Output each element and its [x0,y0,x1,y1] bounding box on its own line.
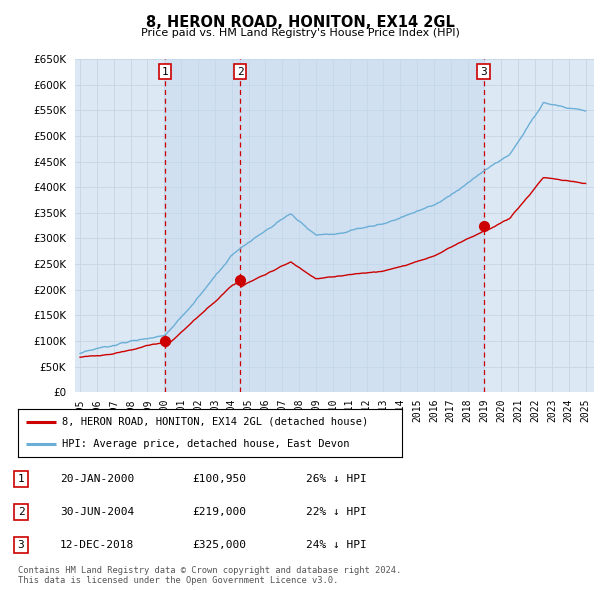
Text: 3: 3 [480,67,487,77]
Text: 30-JUN-2004: 30-JUN-2004 [60,507,134,517]
Text: HPI: Average price, detached house, East Devon: HPI: Average price, detached house, East… [62,439,350,449]
Text: 8, HERON ROAD, HONITON, EX14 2GL: 8, HERON ROAD, HONITON, EX14 2GL [146,15,454,30]
Text: 26% ↓ HPI: 26% ↓ HPI [306,474,367,484]
Text: £325,000: £325,000 [192,540,246,550]
Text: 24% ↓ HPI: 24% ↓ HPI [306,540,367,550]
Text: 2: 2 [17,507,25,517]
Text: 8, HERON ROAD, HONITON, EX14 2GL (detached house): 8, HERON ROAD, HONITON, EX14 2GL (detach… [62,417,368,427]
Text: 22% ↓ HPI: 22% ↓ HPI [306,507,367,517]
Text: Price paid vs. HM Land Registry's House Price Index (HPI): Price paid vs. HM Land Registry's House … [140,28,460,38]
Text: 1: 1 [17,474,25,484]
Text: 12-DEC-2018: 12-DEC-2018 [60,540,134,550]
Text: Contains HM Land Registry data © Crown copyright and database right 2024.
This d: Contains HM Land Registry data © Crown c… [18,566,401,585]
Text: £100,950: £100,950 [192,474,246,484]
Bar [165,59,240,392]
Text: 3: 3 [17,540,25,550]
Text: 20-JAN-2000: 20-JAN-2000 [60,474,134,484]
Text: 2: 2 [237,67,244,77]
Text: £219,000: £219,000 [192,507,246,517]
Bar [240,59,484,392]
Text: 1: 1 [162,67,169,77]
